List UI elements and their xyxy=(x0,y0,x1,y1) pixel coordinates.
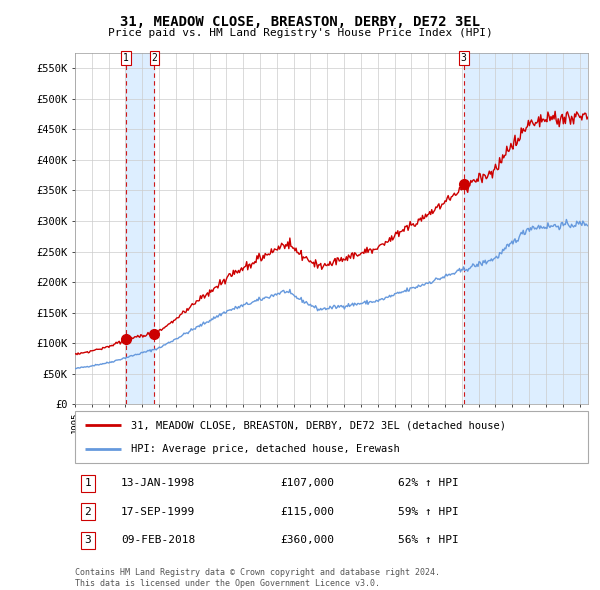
Text: £360,000: £360,000 xyxy=(280,535,334,545)
Text: 3: 3 xyxy=(461,53,467,63)
Text: 31, MEADOW CLOSE, BREASTON, DERBY, DE72 3EL (detached house): 31, MEADOW CLOSE, BREASTON, DERBY, DE72 … xyxy=(131,420,506,430)
Text: 59% ↑ HPI: 59% ↑ HPI xyxy=(398,507,459,517)
Text: HPI: Average price, detached house, Erewash: HPI: Average price, detached house, Erew… xyxy=(131,444,400,454)
Text: 17-SEP-1999: 17-SEP-1999 xyxy=(121,507,196,517)
Text: 31, MEADOW CLOSE, BREASTON, DERBY, DE72 3EL: 31, MEADOW CLOSE, BREASTON, DERBY, DE72 … xyxy=(120,15,480,29)
Text: Price paid vs. HM Land Registry's House Price Index (HPI): Price paid vs. HM Land Registry's House … xyxy=(107,28,493,38)
Text: This data is licensed under the Open Government Licence v3.0.: This data is licensed under the Open Gov… xyxy=(75,579,380,588)
Text: 09-FEB-2018: 09-FEB-2018 xyxy=(121,535,196,545)
Text: 3: 3 xyxy=(85,535,91,545)
Text: 62% ↑ HPI: 62% ↑ HPI xyxy=(398,478,459,489)
Text: 1: 1 xyxy=(85,478,91,489)
Text: 1: 1 xyxy=(123,53,129,63)
Text: 56% ↑ HPI: 56% ↑ HPI xyxy=(398,535,459,545)
Text: Contains HM Land Registry data © Crown copyright and database right 2024.: Contains HM Land Registry data © Crown c… xyxy=(75,568,440,576)
Text: 2: 2 xyxy=(85,507,91,517)
Text: £107,000: £107,000 xyxy=(280,478,334,489)
Text: 2: 2 xyxy=(151,53,157,63)
Text: £115,000: £115,000 xyxy=(280,507,334,517)
Bar xyxy=(464,53,588,404)
Bar xyxy=(126,53,154,404)
Text: 13-JAN-1998: 13-JAN-1998 xyxy=(121,478,196,489)
